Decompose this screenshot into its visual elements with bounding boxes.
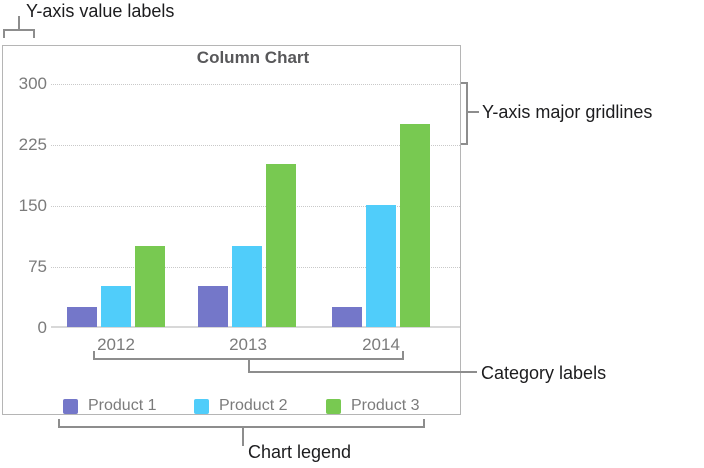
bar-product-1-2013: [198, 286, 228, 327]
annotation-y-axis-major-gridlines: Y-axis major gridlines: [482, 102, 653, 122]
annotation-category-labels: Category labels: [481, 363, 607, 383]
y-axis-value-label-75: 75: [28, 257, 47, 276]
bar-product-1-2012: [67, 306, 97, 327]
bar-product-3-2012: [135, 245, 165, 327]
bracket-segment: [3, 29, 5, 38]
legend-swatch: [194, 398, 209, 414]
y-axis-value-label-300: 300: [18, 74, 47, 93]
chart-title: Column Chart: [196, 48, 310, 67]
y-axis-value-label-150: 150: [18, 196, 47, 215]
annotation-chart-legend: Chart legend: [248, 442, 352, 462]
category-label-2013: 2013: [229, 335, 267, 354]
y-major-gridline-225: [51, 145, 460, 146]
bracket-segment: [466, 82, 468, 145]
plot-area: [51, 84, 460, 328]
bracket-segment: [58, 426, 425, 428]
bar-product-2-2012: [101, 286, 131, 327]
legend-item-product-3: Product 3: [326, 397, 419, 415]
bracket-segment: [402, 351, 404, 360]
bar-product-3-2013: [266, 164, 296, 327]
bracket-segment: [58, 419, 60, 428]
bracket-segment: [468, 111, 479, 113]
legend-item-product-1: Product 1: [63, 397, 156, 415]
bracket-segment: [461, 143, 468, 145]
bracket-segment: [3, 29, 35, 31]
bar-product-1-2014: [332, 306, 362, 327]
bracket-segment: [461, 82, 468, 84]
y-axis-value-label-225: 225: [18, 135, 47, 154]
category-label-2012: 2012: [97, 335, 135, 354]
bar-product-3-2014: [400, 123, 430, 327]
legend-swatch: [326, 398, 341, 414]
bracket-segment: [423, 419, 425, 428]
bracket-segment: [93, 351, 95, 360]
category-label-2014: 2014: [362, 335, 400, 354]
legend-label: Product 1: [88, 397, 157, 414]
bracket-segment: [248, 358, 250, 373]
legend-label: Product 3: [351, 397, 420, 414]
legend-item-product-2: Product 2: [194, 397, 287, 415]
column-chart: Column Chart 0 75 150 225 300 2012 2013 2014 Pro…: [2, 45, 461, 415]
bracket-segment: [242, 426, 244, 446]
bar-product-2-2014: [366, 205, 396, 327]
bracket-segment: [18, 16, 20, 31]
bar-product-2-2013: [232, 245, 262, 327]
bracket-segment: [248, 371, 477, 373]
x-axis-baseline: [51, 326, 460, 328]
legend-swatch: [63, 398, 78, 414]
y-major-gridline-150: [51, 206, 460, 207]
y-axis-value-label-0: 0: [37, 318, 47, 337]
legend-label: Product 2: [219, 397, 288, 414]
bracket-segment: [33, 29, 35, 38]
annotation-y-axis-value-labels: Y-axis value labels: [26, 1, 175, 21]
y-major-gridline-300: [51, 84, 460, 85]
